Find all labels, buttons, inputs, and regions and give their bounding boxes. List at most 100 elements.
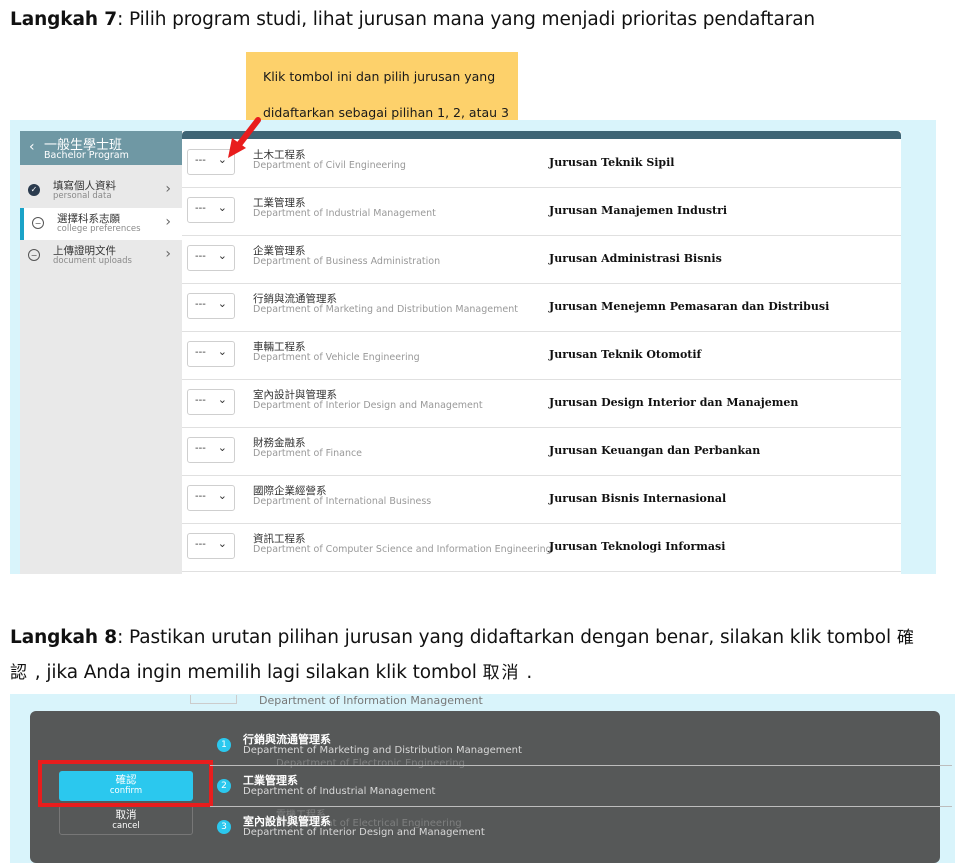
choice-item: 3 室內設計與管理系 Department of Interior Design… [217, 808, 952, 848]
priority-select[interactable]: --- ⌄ [187, 341, 235, 367]
step8-confirm-char1: 確 [896, 628, 916, 648]
divider [210, 806, 952, 807]
sidebar-item-document-uploads[interactable]: − 上傳證明文件 document uploads › [20, 240, 183, 272]
priority-select[interactable]: --- ⌄ [187, 245, 235, 271]
chevron-right-icon: › [165, 214, 171, 230]
chevron-down-icon: ⌄ [217, 297, 227, 310]
sidebar: ‹ 一般生學士班 Bachelor Program ✓ 填寫個人資料 perso… [20, 131, 183, 574]
department-name-en: Department of Marketing and Distribution… [253, 304, 518, 315]
chevron-down-icon: ⌄ [217, 201, 227, 214]
red-arrow-icon [228, 117, 261, 158]
department-name-zh: 企業管理系 [253, 245, 306, 257]
sidebar-item-college-preferences[interactable]: − 選擇科系志願 college preferences › [20, 208, 183, 240]
department-row: --- ⌄ 工業管理系 Department of Industrial Mana… [182, 187, 901, 236]
minus-circle-icon: − [32, 217, 44, 229]
choice-name-en: Department of Industrial Management [243, 786, 436, 797]
step8-heading-line1: Langkah 8: Pastikan urutan pilihan jurus… [10, 626, 916, 650]
department-name-zh: 資訊工程系 [253, 533, 306, 545]
department-name-zh: 國際企業經營系 [253, 485, 327, 497]
department-name-id: Jurusan Teknik Sipil [549, 156, 675, 169]
priority-select[interactable]: --- ⌄ [187, 149, 235, 175]
department-row: --- ⌄ 企業管理系 Department of Business Admini… [182, 235, 901, 284]
department-name-zh: 車輛工程系 [253, 341, 306, 353]
chevron-down-icon: ⌄ [217, 537, 227, 550]
department-name-en: Department of Computer Science and Infor… [253, 544, 552, 555]
priority-select[interactable]: --- ⌄ [187, 293, 235, 319]
choice-item: 1 行銷與流通管理系 Department of Marketing and D… [217, 726, 952, 766]
department-name-zh: 行銷與流通管理系 [253, 293, 337, 305]
ghost-department-en2: Department of Electrical Engineering [276, 818, 462, 829]
select-value: --- [195, 299, 206, 310]
step7-heading: Langkah 7: Pilih program studi, lihat ju… [10, 8, 815, 32]
cancel-label-zh: 取消 [115, 809, 137, 821]
chevron-left-icon[interactable]: ‹ [29, 139, 35, 155]
department-name-en: Department of Interior Design and Manage… [253, 400, 483, 411]
priority-select[interactable]: --- ⌄ [187, 389, 235, 415]
minus-circle-icon: − [28, 249, 40, 261]
department-name-zh: 工業管理系 [253, 197, 306, 209]
choice-name-en: Department of Marketing and Distribution… [243, 745, 522, 756]
sidebar-item-label-zh: 選擇科系志願 [57, 213, 120, 225]
sidebar-item-label-en: document uploads [53, 256, 132, 266]
department-name-id: Jurusan Menejemn Pemasaran dan Distribus… [549, 300, 830, 313]
priority-select[interactable]: --- ⌄ [187, 437, 235, 463]
callout-line2: didaftarkan sebagai pilihan 1, 2, atau 3 [263, 105, 509, 120]
priority-select[interactable]: --- ⌄ [187, 197, 235, 223]
department-name-en: Department of Civil Engineering [253, 160, 406, 171]
chevron-down-icon: ⌄ [217, 441, 227, 454]
check-circle-icon: ✓ [28, 184, 40, 196]
choice-name-zh: 行銷與流通管理系 [243, 733, 331, 746]
department-row: --- ⌄ 室內設計與管理系 Department of Interior Des… [182, 379, 901, 428]
confirm-dialog-screenshot: Department of Information Management Dep… [10, 694, 955, 863]
sidebar-item-label-en: college preferences [57, 224, 141, 234]
background-row: Department of Information Management [190, 694, 483, 707]
background-department-en: Department of Information Management [259, 694, 483, 707]
department-list: --- ⌄ 土木工程系 Department of Civil Engineeri… [182, 131, 901, 574]
chevron-right-icon: › [165, 181, 171, 197]
sidebar-item-personal-data[interactable]: ✓ 填寫個人資料 personal data › [20, 175, 183, 207]
department-row: --- ⌄ 車輛工程系 Department of Vehicle Enginee… [182, 331, 901, 380]
department-name-id: Jurusan Bisnis Internasional [549, 492, 727, 505]
department-name-id: Jurusan Keuangan dan Perbankan [549, 444, 761, 457]
step7-label: Langkah 7 [10, 9, 118, 30]
sidebar-header[interactable]: ‹ 一般生學士班 Bachelor Program [20, 131, 183, 165]
choice-number-badge: 3 [217, 820, 231, 834]
department-name-id: Jurusan Teknik Otomotif [549, 348, 702, 361]
select-value: --- [195, 491, 206, 502]
choice-number-badge: 2 [217, 779, 231, 793]
department-row: --- ⌄ 財務金融系 Department of Finance Jurusan… [182, 427, 901, 476]
sidebar-item-label-en: personal data [53, 191, 112, 201]
sidebar-title-en: Bachelor Program [44, 150, 129, 161]
department-name-id: Jurusan Teknologi Informasi [549, 540, 726, 553]
choice-number-badge: 1 [217, 738, 231, 752]
chevron-down-icon: ⌄ [217, 153, 227, 166]
choice-name-zh: 工業管理系 [243, 774, 298, 787]
step7-text: : Pilih program studi, lihat jurusan man… [117, 9, 816, 30]
department-name-zh: 土木工程系 [253, 149, 306, 161]
step8-text2: , jika Anda ingin memilih lagi silakan k… [29, 662, 483, 683]
department-name-en: Department of Industrial Management [253, 208, 436, 219]
confirm-button[interactable]: 確認 confirm [59, 771, 193, 801]
select-value: --- [195, 443, 206, 454]
step8-cancel-word: 取消 [482, 663, 521, 683]
ghost-department-zh: 電機工程系 [276, 810, 326, 821]
department-row: --- ⌄ 國際企業經營系 Department of International… [182, 475, 901, 524]
sidebar-item-label-zh: 填寫個人資料 [53, 180, 116, 192]
divider [210, 765, 952, 766]
cancel-button[interactable]: 取消 cancel [59, 805, 193, 835]
chevron-right-icon: › [165, 246, 171, 262]
step8-heading-line2: 認 , jika Anda ingin memilih lagi silakan… [10, 661, 532, 685]
priority-select[interactable]: --- ⌄ [187, 533, 235, 559]
department-row: --- ⌄ 資訊工程系 Department of Computer Scienc… [182, 523, 901, 572]
select-value: --- [195, 203, 206, 214]
program-selection-screenshot: ‹ 一般生學士班 Bachelor Program ✓ 填寫個人資料 perso… [10, 120, 936, 574]
ghost-department-en: Department of Electronic Engineering [276, 758, 465, 769]
list-header-bar [182, 131, 901, 139]
priority-select[interactable]: --- ⌄ [187, 485, 235, 511]
choice-name-zh: 室內設計與管理系 [243, 815, 331, 828]
step8-label: Langkah 8 [10, 627, 118, 648]
department-name-zh: 財務金融系 [253, 437, 306, 449]
cancel-label-en: cancel [112, 821, 140, 831]
background-select [190, 695, 237, 704]
department-name-en: Department of Business Administration [253, 256, 441, 267]
